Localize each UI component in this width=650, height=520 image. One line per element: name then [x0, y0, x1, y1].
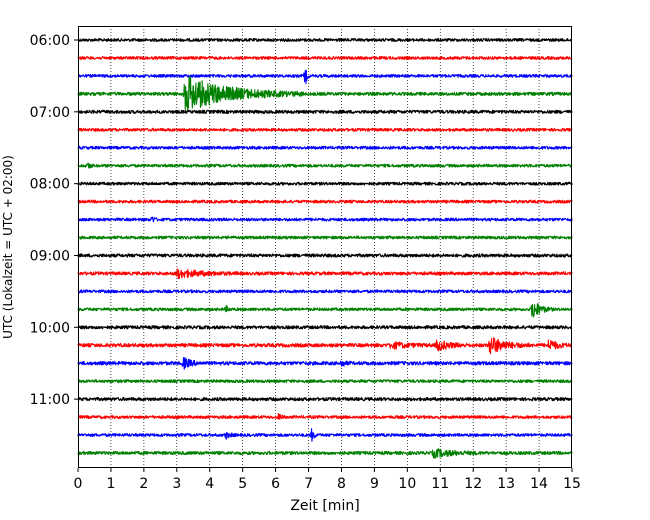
trace-1030 — [77, 357, 573, 370]
trace-0645 — [77, 76, 573, 112]
trace-1145 — [77, 447, 573, 459]
trace-1115 — [77, 413, 573, 420]
trace-0845 — [77, 235, 573, 240]
x-tick-label: 15 — [563, 476, 581, 492]
trace-0700 — [77, 109, 573, 114]
trace-0745 — [77, 162, 573, 169]
trace-0830 — [77, 216, 573, 223]
trace-0615 — [77, 55, 573, 60]
x-tick-label: 13 — [497, 476, 515, 492]
trace-0630 — [77, 69, 573, 85]
x-tick-label: 14 — [530, 476, 548, 492]
x-tick-label: 11 — [431, 476, 449, 492]
y-tick-label: 08:00 — [30, 177, 70, 193]
y-tick-label: 06:00 — [30, 33, 70, 49]
trace-1000 — [77, 325, 573, 330]
trace-1045 — [77, 379, 573, 384]
seismic-traces — [77, 38, 573, 459]
trace-1130 — [77, 428, 573, 442]
trace-0815 — [77, 199, 573, 204]
trace-0600 — [77, 38, 573, 42]
x-axis-ticks: 0 1 2 3 4 5 6 7 8 9 10 11 12 13 14 15 — [74, 468, 581, 492]
y-tick-label: 09:00 — [30, 248, 70, 264]
x-tick-label: 9 — [370, 476, 379, 492]
trace-0715 — [77, 127, 573, 132]
x-tick-label: 0 — [74, 476, 83, 492]
x-axis-label: Zeit [min] — [290, 498, 359, 514]
trace-0930 — [77, 289, 573, 294]
x-tick-label: 12 — [464, 476, 482, 492]
y-axis-label: UTC (Lokalzeit = UTC + 02:00) — [1, 155, 15, 339]
x-tick-label: 8 — [337, 476, 346, 492]
y-axis-ticks: 06:00 07:00 08:00 09:00 10:00 11:00 — [30, 33, 78, 408]
trace-0915 — [77, 268, 573, 280]
plot-frame — [78, 26, 572, 468]
x-tick-label: 3 — [172, 476, 181, 492]
trace-1015 — [77, 337, 573, 355]
trace-0730 — [77, 145, 573, 150]
x-tick-label: 2 — [139, 476, 148, 492]
trace-0800 — [77, 181, 573, 186]
trace-1100 — [77, 396, 573, 402]
y-tick-label: 10:00 — [30, 320, 70, 336]
x-tick-label: 7 — [304, 476, 313, 492]
x-tick-label: 4 — [205, 476, 214, 492]
trace-0945 — [77, 303, 573, 318]
y-tick-label: 07:00 — [30, 105, 70, 121]
x-tick-label: 1 — [106, 476, 115, 492]
trace-0900 — [77, 253, 573, 258]
x-tick-label: 10 — [398, 476, 416, 492]
y-tick-label: 11:00 — [30, 392, 70, 408]
x-tick-label: 6 — [271, 476, 280, 492]
x-tick-label: 5 — [238, 476, 247, 492]
